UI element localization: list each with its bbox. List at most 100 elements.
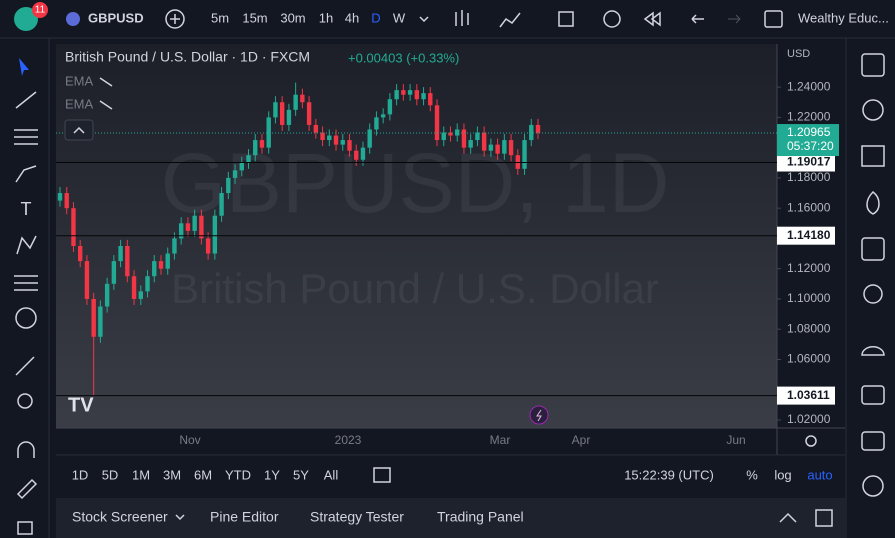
range-button[interactable]: 1D — [72, 467, 89, 482]
price-tag — [777, 386, 835, 405]
clock: 15:22:39 (UTC) — [624, 467, 714, 482]
chats[interactable] — [861, 346, 885, 356]
candle-body — [522, 140, 527, 169]
candle-body — [152, 261, 157, 277]
candle-body — [104, 283, 110, 307]
indicator[interactable]: EMA — [65, 73, 94, 88]
interval[interactable]: 5m — [211, 10, 229, 25]
candle-body — [57, 193, 63, 201]
alerts[interactable] — [862, 99, 884, 121]
y-tick-label: 1.24000 — [787, 79, 831, 93]
candle-body — [125, 245, 130, 277]
text-tool[interactable]: T — [21, 199, 32, 219]
indicator[interactable]: EMA — [65, 96, 94, 111]
candle-body — [495, 144, 500, 154]
panel-tab[interactable]: Strategy Tester — [310, 509, 404, 525]
brush-tool[interactable] — [15, 165, 37, 183]
prediction-tool[interactable] — [14, 275, 38, 291]
data-window[interactable] — [861, 145, 885, 167]
event-marker[interactable] — [529, 405, 549, 425]
layout[interactable] — [558, 11, 574, 27]
layout-name[interactable]: Wealthy Educ... — [798, 10, 889, 25]
visibility-toggle[interactable] — [99, 77, 113, 110]
avatar[interactable] — [14, 7, 38, 31]
chart-title: British Pound / U.S. Dollar · 1D · FXCM — [65, 49, 310, 65]
candle-body — [205, 238, 211, 254]
chart-type[interactable] — [455, 10, 469, 26]
panel-tab[interactable]: Trading Panel — [437, 509, 524, 525]
ruler-tool[interactable] — [15, 356, 35, 376]
candle-body — [246, 155, 251, 163]
candle-body — [475, 132, 480, 141]
panel-tab[interactable]: Pine Editor — [210, 509, 279, 525]
ideas[interactable] — [863, 284, 883, 304]
interval[interactable]: 4h — [345, 10, 359, 25]
candle-body — [374, 117, 379, 130]
lock-tool[interactable] — [17, 521, 33, 535]
range-button[interactable]: 1M — [132, 467, 150, 482]
hotlists[interactable] — [866, 191, 880, 215]
notifications[interactable] — [861, 431, 885, 451]
settings[interactable] — [805, 435, 817, 447]
indicators[interactable] — [499, 12, 521, 28]
range-button[interactable]: 6M — [194, 467, 212, 482]
interval[interactable]: 1h — [319, 10, 333, 25]
date-range[interactable] — [373, 467, 391, 483]
y-tick-label: 1.08000 — [787, 321, 831, 335]
emoji-tool[interactable] — [15, 307, 37, 329]
alert[interactable] — [603, 10, 621, 28]
currency[interactable]: USD — [787, 48, 810, 60]
scale-option[interactable]: log — [774, 467, 791, 482]
interval[interactable]: 15m — [242, 10, 267, 25]
candle-body — [306, 102, 312, 125]
candle-body — [367, 129, 372, 148]
candle-body — [448, 132, 453, 136]
scale-option[interactable]: auto — [807, 467, 832, 482]
candle-body — [232, 170, 238, 178]
replay[interactable] — [643, 11, 661, 27]
range-button[interactable]: 5D — [102, 467, 119, 482]
watchlist[interactable] — [861, 53, 885, 77]
interval[interactable]: D — [371, 10, 380, 25]
symbol[interactable]: GBPUSD — [88, 10, 144, 25]
candle-body — [401, 90, 406, 95]
candle-body — [529, 124, 534, 141]
interval[interactable]: W — [393, 10, 406, 25]
dropdown[interactable] — [419, 16, 429, 23]
layout-box[interactable] — [764, 10, 783, 28]
panel-tab[interactable]: Stock Screener — [72, 509, 168, 525]
cursor-tool[interactable] — [19, 58, 29, 76]
candle-body — [333, 135, 339, 145]
price-tag-label: 1.14180 — [787, 228, 831, 242]
magnet-tool[interactable] — [17, 441, 35, 458]
help[interactable] — [862, 475, 884, 497]
scale-option[interactable]: % — [746, 467, 758, 482]
pattern-tool[interactable] — [16, 235, 37, 255]
messages[interactable] — [861, 385, 885, 405]
range-button[interactable]: All — [324, 467, 339, 482]
range-button[interactable]: 5Y — [293, 467, 309, 482]
candle-body — [380, 114, 386, 118]
calendar[interactable] — [861, 237, 885, 261]
candle-body — [360, 147, 366, 160]
line-tool[interactable] — [15, 91, 37, 109]
range-button[interactable]: 1Y — [264, 467, 280, 482]
candle-body — [340, 140, 345, 145]
dropdown[interactable] — [175, 514, 185, 521]
undo[interactable] — [691, 14, 704, 24]
interval[interactable]: 30m — [280, 10, 305, 25]
zoom-tool[interactable] — [17, 393, 33, 409]
range-button[interactable]: 3M — [163, 467, 181, 482]
fib-tool[interactable] — [14, 129, 38, 145]
range-button[interactable]: YTD — [225, 467, 251, 482]
fullscreen[interactable] — [815, 509, 833, 527]
top-bar — [0, 0, 895, 38]
collapse-button[interactable] — [64, 119, 94, 141]
maximize-panel[interactable] — [779, 512, 797, 523]
price-tag-label: 1.03611 — [787, 388, 830, 402]
pencil-tool[interactable] — [16, 478, 38, 500]
add-symbol[interactable] — [165, 9, 185, 29]
last-price-label: 1.20965 — [787, 125, 831, 139]
candle-body — [91, 298, 96, 337]
